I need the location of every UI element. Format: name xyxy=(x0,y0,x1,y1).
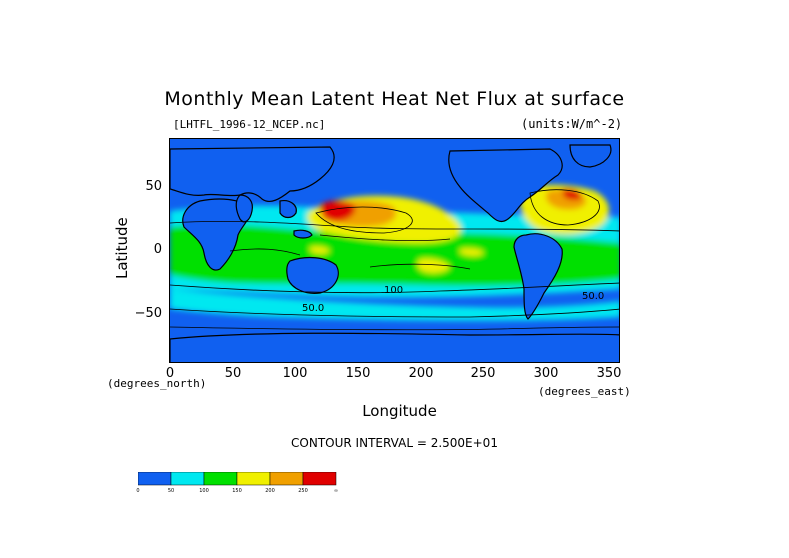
colorbar-label-100: 100 xyxy=(199,488,209,494)
file-label: [LHTFL_1996-12_NCEP.nc] xyxy=(173,118,326,131)
colorbar-swatch-3 xyxy=(236,472,271,486)
y-units-label: (degrees_north) xyxy=(107,377,207,390)
colorbar-swatch-0 xyxy=(138,472,172,486)
map-svg: 100 50.0 50.0 xyxy=(170,139,619,362)
x-tick-0: 0 xyxy=(165,366,175,381)
colorbar-label-inf: ∞ xyxy=(333,488,339,494)
colorbar-label-50: 50 xyxy=(167,488,175,494)
contour-interval-label: CONTOUR INTERVAL = 2.500E+01 xyxy=(291,436,498,450)
colorbar-label-150: 150 xyxy=(232,488,242,494)
x-tick-300: 300 xyxy=(533,366,559,381)
colorbar-swatch-1 xyxy=(170,472,205,486)
contour-lines xyxy=(170,189,619,331)
colorbar-swatch-4 xyxy=(269,472,304,486)
colorbar-swatch-2 xyxy=(203,472,238,486)
colorbar-label-200: 200 xyxy=(265,488,275,494)
x-tick-100: 100 xyxy=(282,366,308,381)
map-plot: 100 50.0 50.0 xyxy=(169,138,620,363)
colorbar xyxy=(138,472,337,486)
y-tick-minus-50: −50 xyxy=(134,306,162,321)
flux-field xyxy=(170,184,619,321)
colorbar-swatch-5 xyxy=(302,472,337,486)
colorbar-label-250: 250 xyxy=(298,488,308,494)
contour-label-50-atlantic: 50.0 xyxy=(582,291,604,302)
x-tick-350: 350 xyxy=(596,366,622,381)
contour-label-50-pacific: 50.0 xyxy=(302,303,324,314)
units-label: (units:W/m^-2) xyxy=(521,117,623,131)
contour-label-100: 100 xyxy=(384,285,403,296)
x-tick-50: 50 xyxy=(224,366,242,381)
continents xyxy=(170,144,619,362)
plot-title: Monthly Mean Latent Heat Net Flux at sur… xyxy=(164,88,625,110)
y-tick-50: 50 xyxy=(145,179,162,194)
x-tick-150: 150 xyxy=(345,366,371,381)
colorbar-label-0: 0 xyxy=(136,488,140,494)
x-tick-200: 200 xyxy=(408,366,434,381)
x-axis-label: Longitude xyxy=(362,402,437,420)
x-units-label: (degrees_east) xyxy=(538,385,631,398)
y-axis-label: Latitude xyxy=(113,217,131,279)
y-tick-0: 0 xyxy=(153,242,162,257)
x-tick-250: 250 xyxy=(470,366,496,381)
